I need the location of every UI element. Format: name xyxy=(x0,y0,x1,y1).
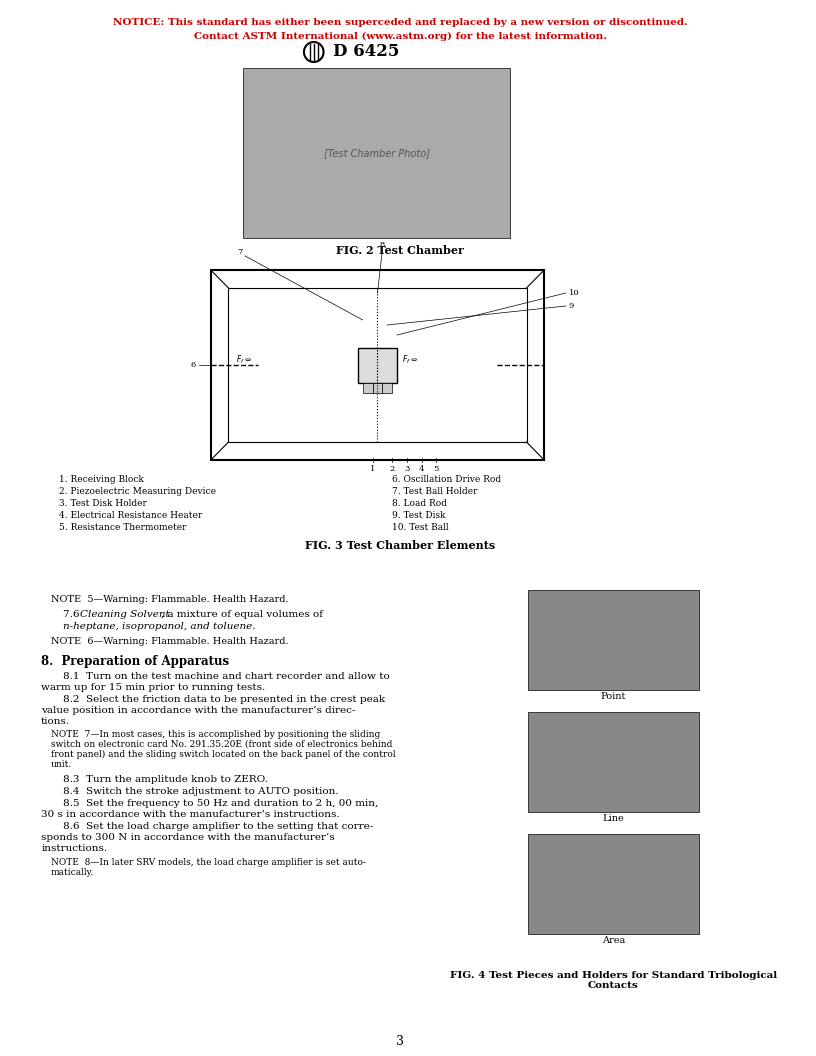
Text: 7.6: 7.6 xyxy=(63,610,82,619)
Text: unit.: unit. xyxy=(51,760,73,769)
Text: Contact ASTM International (www.astm.org) for the latest information.: Contact ASTM International (www.astm.org… xyxy=(193,32,606,41)
Text: 8: 8 xyxy=(379,241,385,249)
Text: front panel) and the sliding switch located on the back panel of the control: front panel) and the sliding switch loca… xyxy=(51,750,396,759)
Text: NOTE  8—In later SRV models, the load charge amplifier is set auto-: NOTE 8—In later SRV models, the load cha… xyxy=(51,857,366,867)
Text: $F_f$ ⇔: $F_f$ ⇔ xyxy=(237,354,253,366)
Text: switch on electronic card No. 291.35.20E (front side of electronics behind: switch on electronic card No. 291.35.20E… xyxy=(51,740,392,749)
Text: 30 s in accordance with the manufacturer’s instructions.: 30 s in accordance with the manufacturer… xyxy=(41,810,339,819)
Bar xyxy=(243,68,510,238)
Text: Cleaning Solvent: Cleaning Solvent xyxy=(81,610,170,619)
Text: [Test Chamber Photo]: [Test Chamber Photo] xyxy=(323,148,429,158)
Text: instructions.: instructions. xyxy=(41,844,108,853)
Text: 3: 3 xyxy=(404,465,410,473)
Bar xyxy=(527,712,699,812)
Bar xyxy=(358,347,397,382)
Text: 8.  Preparation of Apparatus: 8. Preparation of Apparatus xyxy=(41,655,229,668)
Text: 2: 2 xyxy=(389,465,395,473)
Text: 9: 9 xyxy=(569,302,574,310)
Text: 1. Receiving Block: 1. Receiving Block xyxy=(59,475,144,484)
Text: 3: 3 xyxy=(396,1035,404,1048)
Bar xyxy=(527,834,699,934)
Text: NOTICE: This standard has either been superceded and replaced by a new version o: NOTICE: This standard has either been su… xyxy=(113,18,687,27)
Text: 8.4  Switch the stroke adjustment to AUTO position.: 8.4 Switch the stroke adjustment to AUTO… xyxy=(63,787,339,796)
Text: FIG. 4 Test Pieces and Holders for Standard Tribological
Contacts: FIG. 4 Test Pieces and Holders for Stand… xyxy=(450,972,777,991)
Text: 5. Resistance Thermometer: 5. Resistance Thermometer xyxy=(59,523,186,532)
Text: 6: 6 xyxy=(190,361,196,369)
Text: 9. Test Disk: 9. Test Disk xyxy=(392,511,446,520)
Bar xyxy=(363,382,373,393)
Bar xyxy=(211,270,544,460)
Text: 4. Electrical Resistance Heater: 4. Electrical Resistance Heater xyxy=(59,511,202,520)
Text: 8.5  Set the frequency to 50 Hz and duration to 2 h, 00 min,: 8.5 Set the frequency to 50 Hz and durat… xyxy=(63,799,378,808)
Text: 7. Test Ball Holder: 7. Test Ball Holder xyxy=(392,487,477,496)
Text: 8.1  Turn on the test machine and chart recorder and allow to: 8.1 Turn on the test machine and chart r… xyxy=(63,672,389,681)
Bar xyxy=(228,288,526,442)
Text: 4: 4 xyxy=(419,465,424,473)
Text: 6. Oscillation Drive Rod: 6. Oscillation Drive Rod xyxy=(392,475,501,484)
Text: tions.: tions. xyxy=(41,717,70,727)
Text: FIG. 3 Test Chamber Elements: FIG. 3 Test Chamber Elements xyxy=(305,540,495,551)
Text: 7: 7 xyxy=(237,248,243,256)
Text: 10: 10 xyxy=(569,289,579,297)
Text: 2. Piezoelectric Measuring Device: 2. Piezoelectric Measuring Device xyxy=(59,487,215,496)
Text: 8.6  Set the load charge amplifier to the setting that corre-: 8.6 Set the load charge amplifier to the… xyxy=(63,822,373,831)
Text: n-heptane, isopropanol, and toluene.: n-heptane, isopropanol, and toluene. xyxy=(63,622,255,631)
Text: , a mixture of equal volumes of: , a mixture of equal volumes of xyxy=(161,610,323,619)
Text: 8. Load Rod: 8. Load Rod xyxy=(392,499,447,508)
Text: 10. Test Ball: 10. Test Ball xyxy=(392,523,449,532)
Bar xyxy=(373,382,383,393)
Bar xyxy=(527,590,699,690)
Text: 8.3  Turn the amplitude knob to ZERO.: 8.3 Turn the amplitude knob to ZERO. xyxy=(63,775,268,784)
Text: NOTE  6—Warning: Flammable. Health Hazard.: NOTE 6—Warning: Flammable. Health Hazard… xyxy=(51,637,289,646)
Text: D 6425: D 6425 xyxy=(334,43,400,60)
Text: matically.: matically. xyxy=(51,868,95,876)
Text: 8.2  Select the friction data to be presented in the crest peak: 8.2 Select the friction data to be prese… xyxy=(63,695,385,704)
Text: 1: 1 xyxy=(370,465,375,473)
Text: Point: Point xyxy=(601,692,626,701)
Bar xyxy=(383,382,392,393)
Text: 3. Test Disk Holder: 3. Test Disk Holder xyxy=(59,499,147,508)
Text: NOTE  5—Warning: Flammable. Health Hazard.: NOTE 5—Warning: Flammable. Health Hazard… xyxy=(51,595,289,604)
Text: Line: Line xyxy=(602,814,624,823)
Text: warm up for 15 min prior to running tests.: warm up for 15 min prior to running test… xyxy=(41,683,265,692)
Text: $F_f$ ⇔: $F_f$ ⇔ xyxy=(402,354,419,366)
Text: FIG. 2 Test Chamber: FIG. 2 Test Chamber xyxy=(336,245,464,256)
Text: sponds to 300 N in accordance with the manufacturer’s: sponds to 300 N in accordance with the m… xyxy=(41,833,335,842)
Text: Area: Area xyxy=(601,936,625,945)
Text: value position in accordance with the manufacturer’s direc-: value position in accordance with the ma… xyxy=(41,706,356,715)
Text: 5: 5 xyxy=(433,465,439,473)
Text: NOTE  7—In most cases, this is accomplished by positioning the sliding: NOTE 7—In most cases, this is accomplish… xyxy=(51,730,380,739)
